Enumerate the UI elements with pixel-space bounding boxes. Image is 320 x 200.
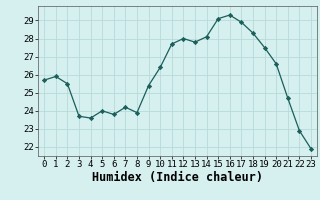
X-axis label: Humidex (Indice chaleur): Humidex (Indice chaleur) [92,171,263,184]
